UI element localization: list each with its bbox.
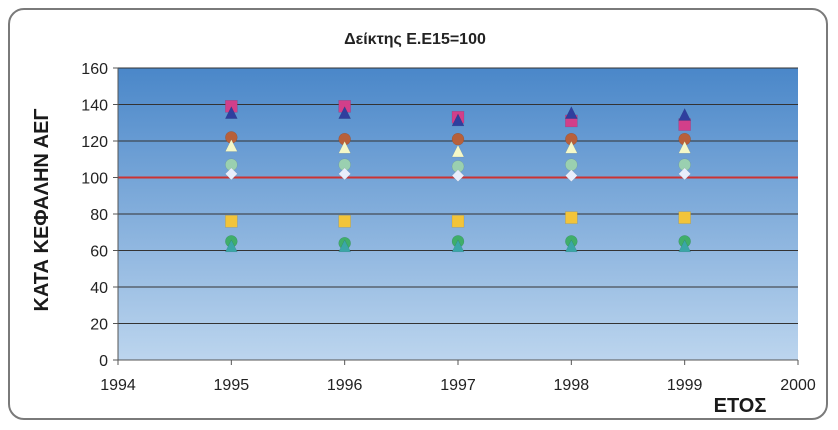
y-tick-label: 20: [90, 317, 108, 334]
data-point: [678, 211, 691, 224]
data-point: [565, 211, 578, 224]
x-tick-label: 1998: [554, 377, 590, 394]
y-tick-label: 100: [81, 171, 108, 188]
data-point: [451, 113, 465, 127]
data-point: [564, 239, 578, 253]
y-tick-label: 160: [81, 61, 108, 78]
data-point: [451, 132, 465, 146]
y-tick-label: 140: [81, 98, 108, 115]
data-point: [338, 239, 352, 253]
x-tick-label: 2000: [780, 377, 816, 394]
data-point: [338, 167, 352, 181]
x-tick-label: 1999: [667, 377, 703, 394]
data-point: [451, 144, 465, 158]
chart-svg: Δείκτης Ε.Ε15=100 ΚΑΤΑ ΚΕΦΑΛΗΝ ΑΕΓ ΕΤΟΣ …: [31, 31, 816, 417]
x-tick-label: 1996: [327, 377, 363, 394]
chart-frame: Δείκτης Ε.Ε15=100 ΚΑΤΑ ΚΕΦΑΛΗΝ ΑΕΓ ΕΤΟΣ …: [8, 8, 828, 420]
data-point: [451, 169, 465, 183]
data-point: [338, 140, 352, 154]
x-tick-label: 1994: [100, 377, 136, 394]
y-tick-label: 60: [90, 244, 108, 261]
data-point: [338, 106, 352, 119]
marker-layer: [224, 100, 692, 253]
chart-title: Δείκτης Ε.Ε15=100: [344, 31, 486, 48]
data-point: [225, 215, 238, 228]
x-axis-title: ΕΤΟΣ: [714, 395, 767, 417]
y-tick-label: 80: [90, 207, 108, 224]
data-point: [451, 239, 465, 253]
data-point: [678, 140, 692, 154]
data-point: [224, 106, 238, 119]
data-point: [564, 106, 578, 119]
data-point: [224, 138, 238, 152]
data-point: [224, 167, 238, 181]
data-point: [565, 158, 578, 171]
data-point: [451, 215, 465, 228]
x-tick-label: 1997: [440, 377, 476, 394]
data-point: [678, 107, 692, 121]
axis-layer: 0 20 40 60 80 100 120 140 160 1994 1995 1996 1997 199…: [81, 61, 816, 394]
x-tick-label: 1995: [214, 377, 250, 394]
data-point: [338, 215, 351, 228]
y-tick-label: 120: [81, 134, 108, 151]
data-point: [678, 239, 692, 253]
data-point: [564, 140, 578, 154]
y-tick-label: 40: [90, 280, 108, 297]
data-point: [224, 239, 238, 253]
y-axis-title: ΚΑΤΑ ΚΕΦΑΛΗΝ ΑΕΓ: [31, 109, 53, 312]
data-point: [678, 167, 692, 181]
data-point: [564, 169, 578, 183]
y-tick-label: 0: [99, 353, 108, 370]
